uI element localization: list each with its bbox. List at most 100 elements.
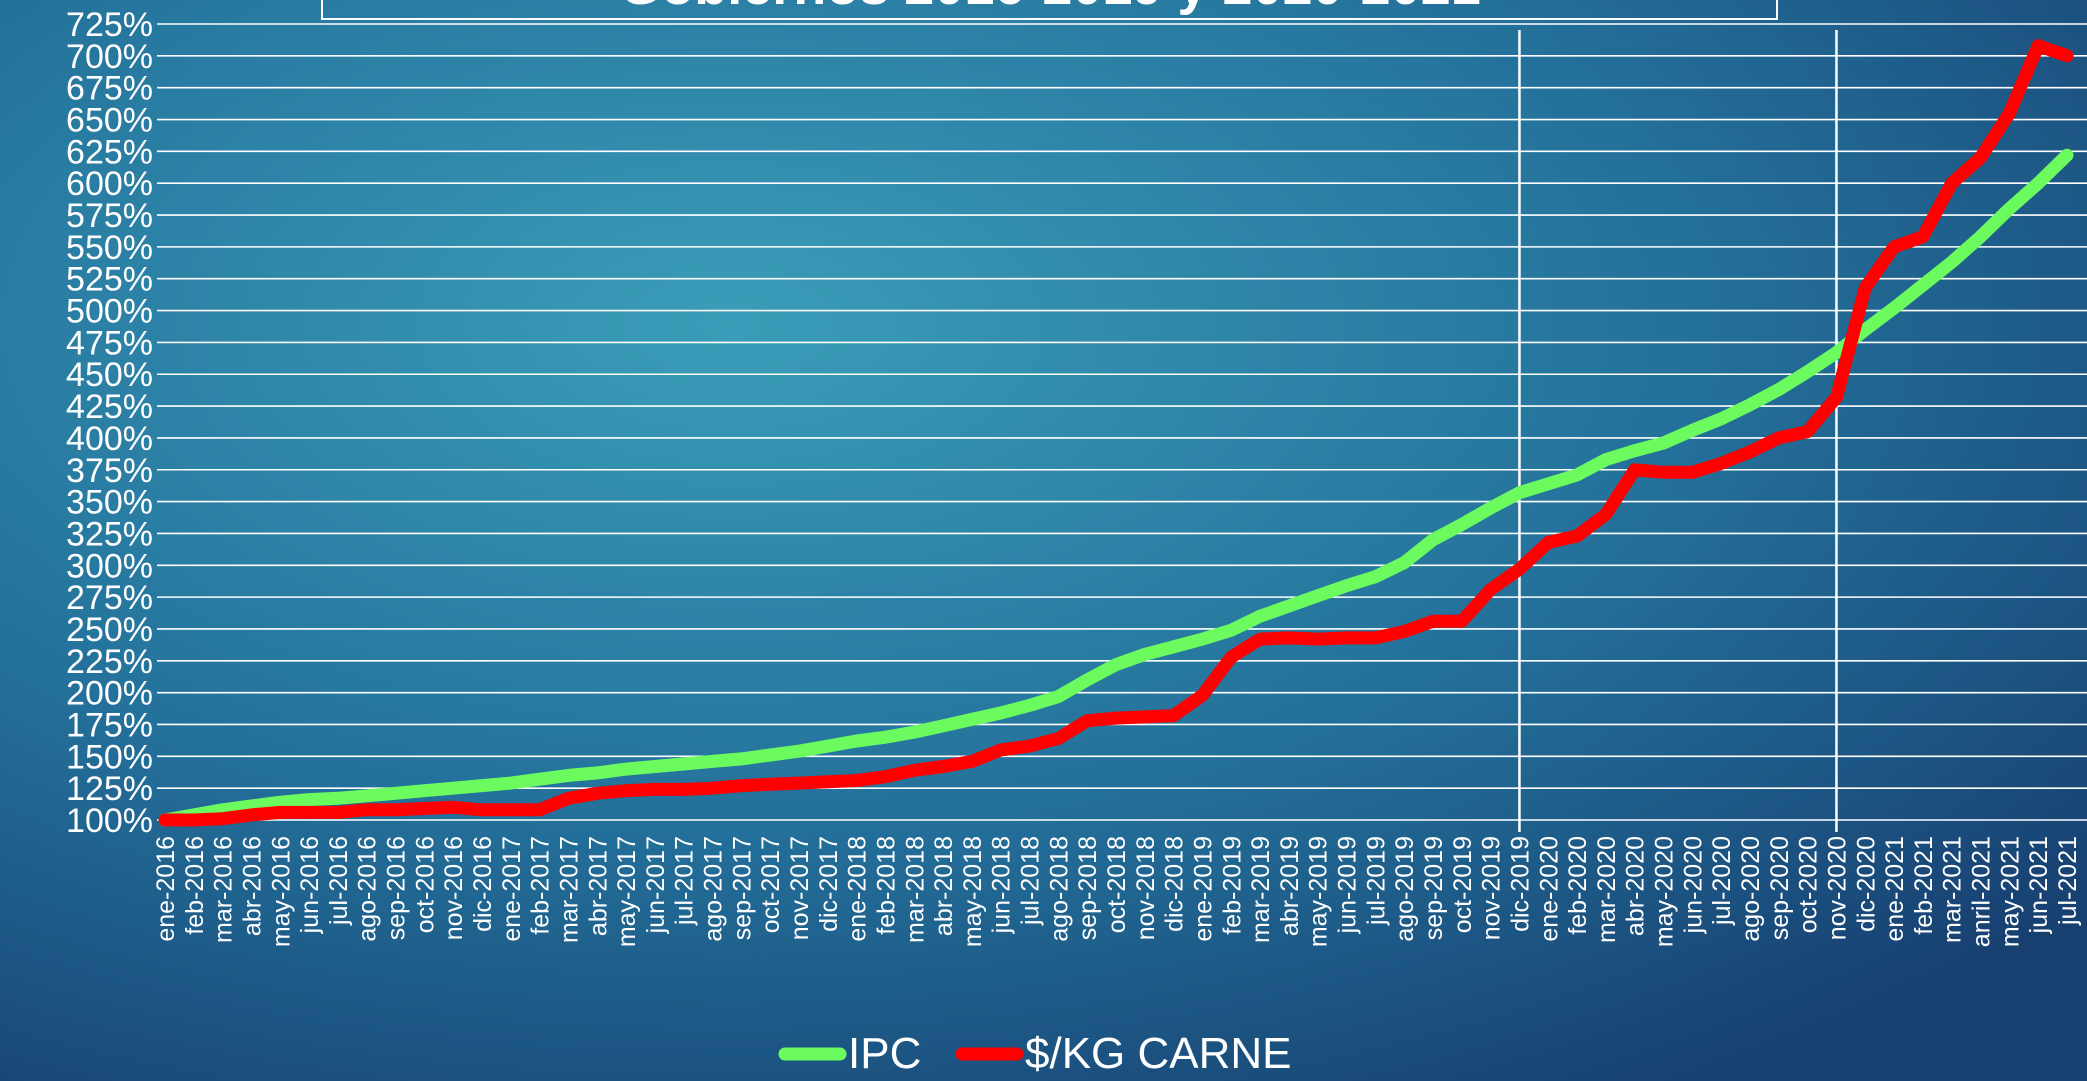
legend: IPC $/KG CARNE <box>778 1029 1292 1078</box>
y-tick-label: 300% <box>66 547 153 585</box>
x-tick-label: feb-2020 <box>1564 836 1592 935</box>
x-tick-label: ene-2017 <box>498 836 526 942</box>
x-tick-label: ago-2018 <box>1045 836 1073 942</box>
x-tick-label: feb-2017 <box>527 836 555 935</box>
x-tick-label: jun-2017 <box>642 836 670 934</box>
x-tick-label: sep-2017 <box>728 836 756 940</box>
x-tick-label: feb-2019 <box>1218 836 1246 935</box>
x-tick-label: sep-2019 <box>1420 836 1448 940</box>
x-tick-label: mar-2021 <box>1939 836 1967 943</box>
y-tick-label: 525% <box>66 261 153 299</box>
y-tick-label: 275% <box>66 579 153 617</box>
x-tick-label: ene-2020 <box>1535 836 1563 942</box>
x-tick-label: nov-2018 <box>1132 836 1160 940</box>
x-tick-label: sep-2018 <box>1074 836 1102 940</box>
y-tick-label: 675% <box>66 70 153 108</box>
y-tick-label: 450% <box>66 356 153 394</box>
x-tick-label: oct-2018 <box>1103 836 1131 933</box>
x-tick-label: ago-2016 <box>354 836 382 942</box>
x-tick-label: mar-2016 <box>210 836 238 943</box>
x-tick-label: nov-2017 <box>786 836 814 940</box>
x-tick-label: may-2016 <box>267 836 295 947</box>
y-tick-label: 575% <box>66 197 153 235</box>
x-tick-label: may-2020 <box>1651 836 1679 947</box>
x-tick-label: dic-2018 <box>1161 836 1189 932</box>
x-tick-label: may-2017 <box>613 836 641 947</box>
x-tick-label: jun-2019 <box>1334 836 1362 934</box>
x-tick-label: oct-2019 <box>1449 836 1477 933</box>
x-tick-label: feb-2018 <box>872 836 900 935</box>
x-tick-label: abr-2018 <box>930 836 958 936</box>
x-tick-label: feb-2021 <box>1910 836 1938 935</box>
x-tick-label: ene-2018 <box>844 836 872 942</box>
x-tick-label: oct-2016 <box>411 836 439 933</box>
x-tick-label: jun-2018 <box>988 836 1016 934</box>
y-tick-label: 200% <box>66 675 153 713</box>
x-tick-label: ago-2020 <box>1737 836 1765 942</box>
x-tick-label: anril-2021 <box>1968 836 1996 947</box>
x-tick-label: abr-2019 <box>1276 836 1304 936</box>
legend-label: $/KG CARNE <box>1025 1029 1292 1078</box>
x-tick-label: nov-2016 <box>440 836 468 940</box>
x-tick-label: jun-2020 <box>1679 836 1707 934</box>
x-tick-label: abr-2017 <box>584 836 612 936</box>
y-tick-label: 125% <box>66 770 153 808</box>
data-line <box>158 39 2074 827</box>
x-tick-label: dic-2017 <box>815 836 843 932</box>
y-tick-label: 325% <box>66 515 153 553</box>
x-tick-label: mar-2017 <box>555 836 583 943</box>
x-tick-label: jul-2016 <box>325 836 353 926</box>
y-tick-label: 650% <box>66 102 153 140</box>
chart-title: Gobiernos 2016-2019 y 2020-2021 <box>619 0 1481 16</box>
x-tick-label: may-2019 <box>1305 836 1333 947</box>
x-tick-label: oct-2017 <box>757 836 785 933</box>
y-tick-label: 250% <box>66 611 153 649</box>
y-tick-label: 225% <box>66 643 153 681</box>
y-tick-label: 600% <box>66 165 153 203</box>
x-tick-label: jun-2016 <box>296 836 324 934</box>
x-tick-label: ago-2019 <box>1391 836 1419 942</box>
x-tick-label: ago-2017 <box>700 836 728 942</box>
x-tick-label: jul-2019 <box>1362 836 1390 926</box>
y-tick-label: 550% <box>66 229 153 267</box>
legend-label: IPC <box>848 1029 921 1078</box>
x-tick-label: jul-2017 <box>671 836 699 926</box>
x-tick-label: mar-2020 <box>1593 836 1621 943</box>
y-tick-label: 725% <box>66 6 153 44</box>
y-tick-label: 350% <box>66 484 153 522</box>
y-tick-label: 500% <box>66 293 153 331</box>
y-tick-label: 625% <box>66 133 153 171</box>
y-tick-label: 425% <box>66 388 153 426</box>
y-tick-label: 375% <box>66 452 153 490</box>
y-tick-label: 700% <box>66 38 153 76</box>
x-tick-label: nov-2019 <box>1478 836 1506 940</box>
x-tick-label: oct-2020 <box>1795 836 1823 933</box>
x-tick-label: nov-2020 <box>1823 836 1851 940</box>
y-tick-label: 475% <box>66 324 153 362</box>
x-tick-label: dic-2019 <box>1506 836 1534 932</box>
y-tick-label: 175% <box>66 706 153 744</box>
x-tick-label: jun-2021 <box>2025 836 2053 934</box>
x-tick-label: abr-2020 <box>1622 836 1650 936</box>
y-tick-label: 400% <box>66 420 153 458</box>
x-tick-label: feb-2016 <box>181 836 209 935</box>
x-tick-label: may-2021 <box>1996 836 2024 947</box>
x-tick-label: dic-2020 <box>1852 836 1880 932</box>
x-tick-label: abr-2016 <box>238 836 266 936</box>
x-tick-label: ene-2016 <box>152 836 180 942</box>
x-tick-label: may-2018 <box>959 836 987 947</box>
x-tick-label: mar-2019 <box>1247 836 1275 943</box>
x-tick-label: jul-2021 <box>2054 836 2082 926</box>
x-tick-label: jul-2018 <box>1017 836 1045 926</box>
x-tick-label: sep-2020 <box>1766 836 1794 940</box>
x-tick-label: mar-2018 <box>901 836 929 943</box>
y-tick-label: 150% <box>66 738 153 776</box>
x-tick-label: dic-2016 <box>469 836 497 932</box>
x-tick-label: ene-2019 <box>1189 836 1217 942</box>
x-tick-label: jul-2020 <box>1708 836 1736 926</box>
x-tick-label: sep-2016 <box>383 836 411 940</box>
y-tick-label: 100% <box>66 802 153 840</box>
data-line <box>158 148 2074 827</box>
